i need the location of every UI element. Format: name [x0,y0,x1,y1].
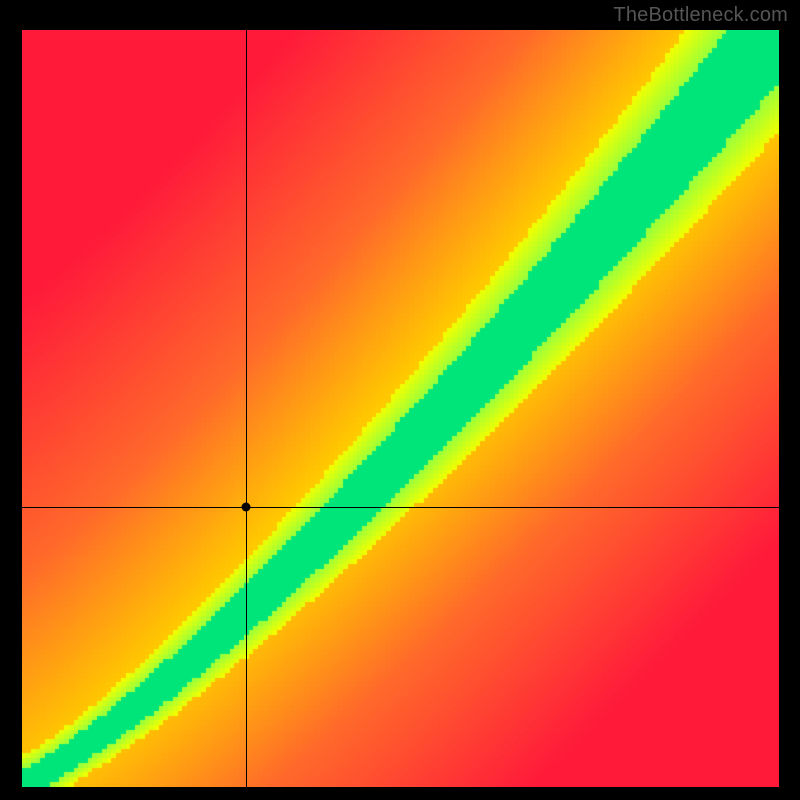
chart-container: TheBottleneck.com [0,0,800,800]
crosshair-vertical [246,30,247,787]
heatmap-canvas [22,30,779,787]
plot-frame [22,30,779,787]
marker-point [242,502,251,511]
attribution-label: TheBottleneck.com [613,4,788,27]
crosshair-horizontal [22,507,779,508]
